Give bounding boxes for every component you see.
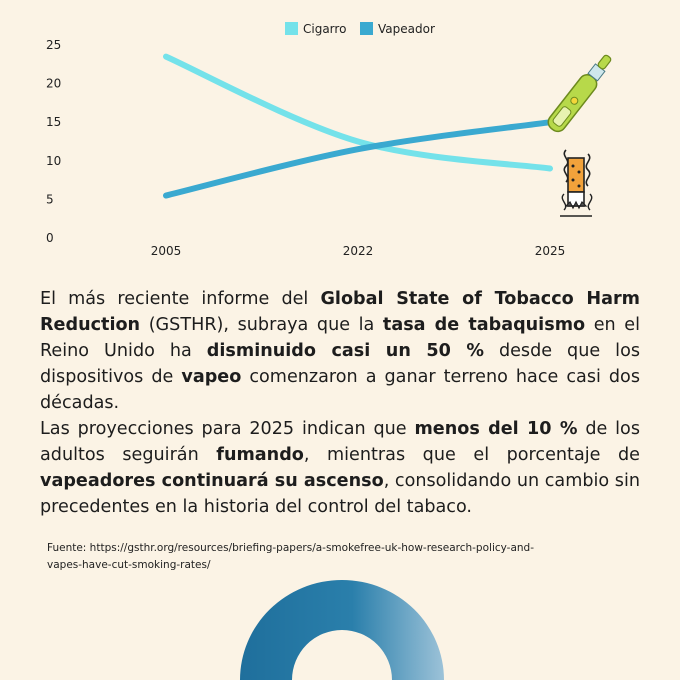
chart-series: [163, 53, 553, 199]
y-tick-label: 15: [46, 115, 61, 129]
p2-run-1: menos del 10 %: [414, 419, 578, 439]
source-citation: Fuente: https://gsthr.org/resources/brie…: [47, 540, 607, 574]
legend-label-cigarro: Cigarro: [303, 22, 346, 36]
p1-run-3: tasa de tabaquismo: [382, 315, 586, 335]
legend-swatch-vapeador: [360, 22, 373, 35]
p2-run-6: , consolidando un cambio sin precedentes…: [40, 471, 640, 517]
series-line-vapeador: [163, 119, 553, 199]
p2-run-0: Las proyecciones para 2025 indican que: [40, 419, 415, 439]
y-tick-label: 5: [46, 192, 54, 206]
y-tick-label: 0: [46, 231, 54, 245]
p2-run-3: fumando: [216, 445, 304, 465]
paragraph-1: El más reciente informe del Global State…: [40, 286, 640, 416]
p2-run-5: vapeadores continuará su ascenso: [40, 471, 384, 491]
vape-pen-icon: [547, 54, 612, 133]
p1-run-5: disminuido casi un 50 %: [206, 341, 484, 361]
p1-run-6: desde que los dispositivos de: [40, 341, 640, 387]
p2-run-2: de los adultos seguirán: [40, 419, 640, 465]
x-axis: 2005 2022 2025: [151, 244, 566, 258]
p2-run-4: , mientras que el porcentaje de: [303, 445, 640, 465]
p1-run-4: en el Reino Unido ha: [40, 315, 640, 361]
donut-shape: [240, 580, 444, 680]
y-tick-label: 20: [46, 77, 61, 91]
chart-legend: Cigarro Vapeador: [285, 22, 435, 36]
x-tick-label: 2025: [535, 244, 566, 258]
series-line-cigarro: [163, 53, 553, 172]
description-text: El más reciente informe del Global State…: [40, 286, 640, 520]
x-tick-label: 2022: [343, 244, 374, 258]
x-tick-label: 2005: [151, 244, 182, 258]
source-line-2: vapes-have-cut-smoking-rates/: [47, 559, 211, 571]
y-tick-label: 25: [46, 38, 61, 52]
legend-swatch-cigarro: [285, 22, 298, 35]
source-line-1: Fuente: https://gsthr.org/resources/brie…: [47, 542, 534, 554]
p1-run-0: El más reciente informe del: [40, 289, 321, 309]
legend-label-vapeador: Vapeador: [378, 22, 435, 36]
cigarette-butt-icon: [560, 149, 593, 217]
donut-ring: [240, 580, 444, 680]
p1-run-8: comenzaron a ganar terreno hace casi dos…: [40, 367, 640, 413]
p1-run-2: (GSTHR), subraya que la: [140, 315, 383, 335]
y-axis: 0 5 10 15 20 25: [46, 38, 61, 245]
paragraph-2: Las proyecciones para 2025 indican que m…: [40, 416, 640, 520]
y-tick-label: 10: [46, 154, 61, 168]
p1-run-1: Global State of Tobacco Harm Reduction: [40, 289, 640, 335]
p1-run-7: vapeo: [181, 367, 242, 387]
